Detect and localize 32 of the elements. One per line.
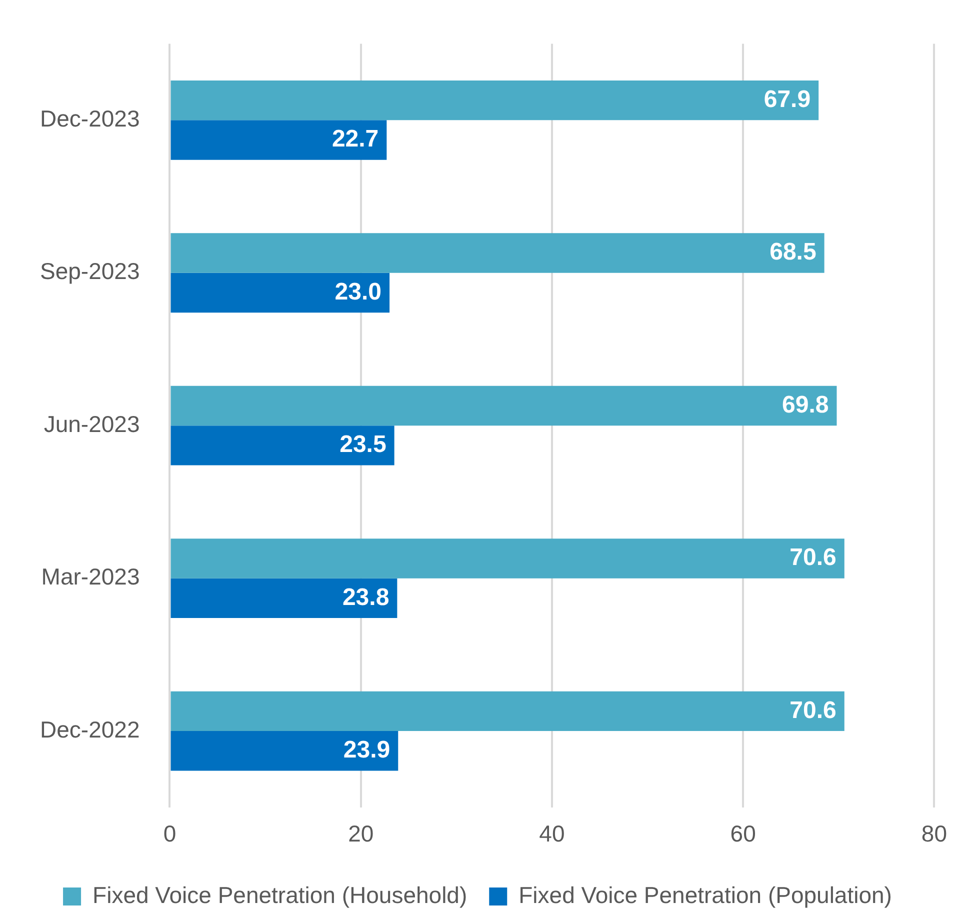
bar [170,731,398,771]
data-label: 70.6 [790,544,836,572]
y-tick-label: Jun-2023 [44,410,140,437]
x-tick-label: 20 [348,820,374,847]
bar [170,426,394,466]
y-tick-label: Dec-2023 [40,106,140,132]
y-tick-label: Dec-2022 [40,716,140,742]
data-label: 22.7 [332,126,379,153]
data-label: 70.6 [790,696,836,724]
x-tick-label: 80 [921,820,948,847]
x-tick-label: 40 [539,820,565,847]
data-label: 23.8 [342,584,390,611]
data-label: 23.9 [343,736,390,764]
bar [170,578,398,618]
bar [170,80,819,120]
bar [170,120,387,160]
legend-label: Fixed Voice Penetration (Household) [92,882,468,908]
bar [170,386,837,426]
x-tick-label: 60 [730,820,756,847]
data-label: 68.5 [770,238,816,266]
data-label: 23.0 [334,278,382,306]
data-label: 23.5 [340,431,386,458]
bar [170,691,844,732]
x-tick-label: 0 [163,820,176,847]
data-label: 67.9 [764,86,811,113]
data-label: 69.8 [782,391,829,418]
y-tick-label: Mar-2023 [41,564,140,590]
bar [170,233,824,273]
bar [170,538,844,578]
y-tick-label: Sep-2023 [40,258,140,284]
legend-label: Fixed Voice Penetration (Population) [518,882,892,908]
bar [170,272,390,313]
